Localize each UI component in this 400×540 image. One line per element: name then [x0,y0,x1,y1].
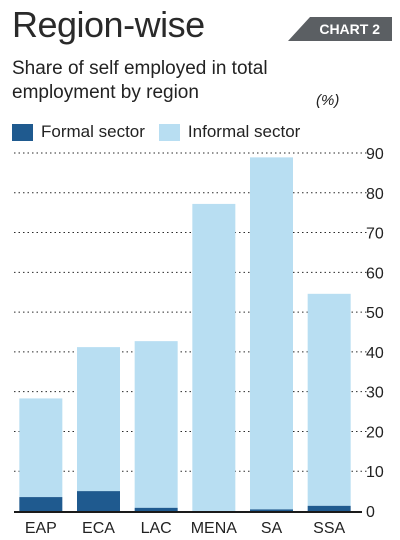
bar-formal [77,491,120,511]
bar-informal [250,157,293,510]
chart-title: Region-wise [12,4,205,45]
bar-informal [19,398,63,498]
x-tick-label: SA [261,520,283,537]
x-tick-label: SSA [313,520,345,537]
chart-subtitle: Share of self employed in total employme… [12,58,268,103]
bar-informal [307,293,351,506]
legend-label-informal: Informal sector [187,122,301,141]
legend-item-formal: Formal sector [12,122,145,142]
y-tick-label: 20 [366,424,384,441]
y-tick-label: 90 [366,146,384,163]
x-tick-label: LAC [141,520,172,537]
legend-swatch-informal [158,123,180,141]
legend-label-formal: Formal sector [41,122,145,141]
bar-formal [19,497,63,511]
y-tick-label: 70 [366,226,384,243]
legend-swatch-formal [12,123,33,141]
bar-informal [134,341,178,508]
bar-formal [250,509,293,511]
y-tick-label: 0 [366,504,375,521]
bar-informal [192,203,236,511]
x-tick-label: EAP [25,520,57,537]
y-tick-label: 10 [366,464,384,481]
bar-formal [307,505,351,511]
bar-formal [134,507,178,511]
bar-informal [77,347,120,492]
y-tick-label: 60 [366,265,384,282]
y-tick-label: 80 [366,186,384,203]
x-tick-label: ECA [82,520,115,537]
y-tick-label: 50 [366,305,384,322]
legend-item-informal: Informal sector [158,122,301,142]
unit-label: (%) [316,92,340,109]
x-tick-label: MENA [191,520,238,537]
y-tick-label: 40 [366,345,384,362]
legend: Formal sector Informal sector [12,121,314,143]
y-tick-label: 30 [366,385,384,402]
